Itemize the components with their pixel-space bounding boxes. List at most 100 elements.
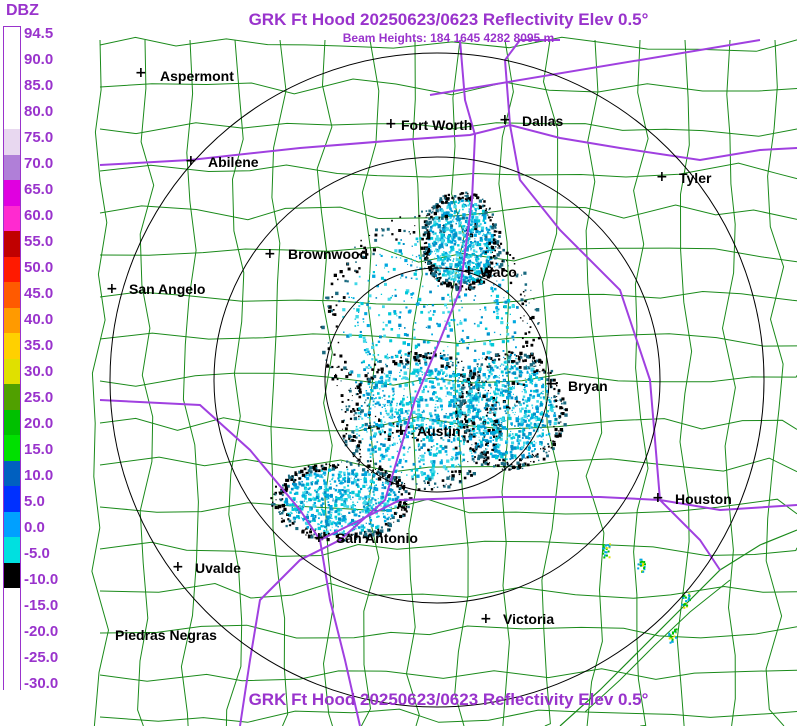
echo-pixel [451,416,454,419]
echo-pixel [357,464,360,467]
echo-pixel [460,408,462,410]
echo-pixel [453,420,457,424]
echo-pixel [496,445,500,449]
echo-pixel [530,367,534,371]
echo-pixel [434,413,437,416]
echo-pixel [380,293,383,295]
echo-pixel [335,373,337,376]
echo-pixel [450,386,453,390]
echo-pixel [491,269,494,272]
echo-pixel [456,274,459,277]
echo-pixel [494,239,497,241]
echo-pixel [443,272,445,274]
echo-pixel [390,424,393,427]
echo-pixel [338,300,341,303]
scale-tick-label: -10.0 [24,571,59,588]
echo-pixel [322,350,326,355]
echo-pixel [394,249,398,253]
echo-pixel [458,263,462,267]
echo-pixel [311,520,314,522]
echo-pixel [471,399,474,402]
echo-pixel [484,306,487,309]
echo-pixel [497,427,500,430]
echo-pixel [283,483,287,487]
echo-pixel [527,440,529,442]
echo-pixel [346,368,348,370]
echo-pixel [381,456,385,460]
echo-pixel [386,503,389,506]
echo-pixel [428,317,432,321]
echo-pixel [391,443,394,446]
echo-pixel [446,197,450,201]
echo-pixel [427,311,430,314]
echo-pixel [366,484,368,486]
echo-pixel [346,498,348,500]
echo-pixel [327,504,330,507]
echo-pixel [415,362,419,366]
scale-tick-label: -30.0 [24,675,59,692]
echo-pixel [456,417,459,421]
echo-pixel [449,246,453,249]
echo-pixel [434,368,438,372]
echo-pixel [419,380,421,383]
echo-pixel [484,376,487,379]
scale-color-segment [4,282,20,308]
echo-pixel [498,402,500,404]
echo-pixel [305,476,310,481]
echo-pixel [417,302,420,305]
echo-pixel [442,379,446,383]
echo-pixel [461,216,465,220]
echo-pixel [424,385,428,388]
echo-pixel [342,518,346,522]
echo-pixel [449,220,453,224]
echo-pixel [521,407,524,411]
echo-pixel [389,402,392,405]
echo-pixel [535,389,539,393]
echo-pixel [418,374,420,376]
city-label: San Angelo [129,281,206,297]
echo-pixel [389,509,392,512]
echo-pixel [348,511,351,514]
echo-pixel [447,485,451,489]
echo-pixel [384,373,386,375]
echo-pixel [489,436,493,440]
echo-pixel [509,281,513,285]
echo-pixel [478,382,481,385]
echo-pixel [361,510,364,513]
echo-pixel [376,470,380,474]
echo-pixel [524,407,527,410]
echo-pixel [471,455,474,458]
echo-pixel [535,419,538,422]
echo-pixel [352,455,355,458]
echo-pixel [466,426,469,429]
echo-pixel [363,472,368,477]
echo-pixel [335,496,338,499]
echo-pixel [449,356,453,360]
echo-pixel [493,284,495,286]
echo-pixel [386,227,390,231]
echo-pixel [373,434,376,438]
echo-pixel [533,370,536,373]
echo-pixel [483,422,486,424]
echo-pixel [488,462,491,464]
echo-pixel [456,323,459,326]
echo-pixel [306,531,309,534]
echo-pixel [531,315,535,320]
echo-pixel [405,433,408,436]
echo-pixel [420,446,423,449]
echo-pixel [471,255,473,257]
scale-tick-label: -5.0 [24,545,50,562]
echo-pixel [459,197,462,201]
echo-pixel [480,229,484,233]
scale-color-segment [4,613,20,640]
echo-pixel [372,456,374,458]
echo-pixel [435,209,439,213]
echo-pixel [532,454,535,457]
echo-pixel [485,258,488,261]
echo-pixel [335,291,339,296]
echo-pixel [445,387,448,390]
echo-pixel [473,206,475,209]
echo-pixel [524,289,527,292]
echo-pixel [298,470,302,474]
echo-pixel [444,273,448,277]
